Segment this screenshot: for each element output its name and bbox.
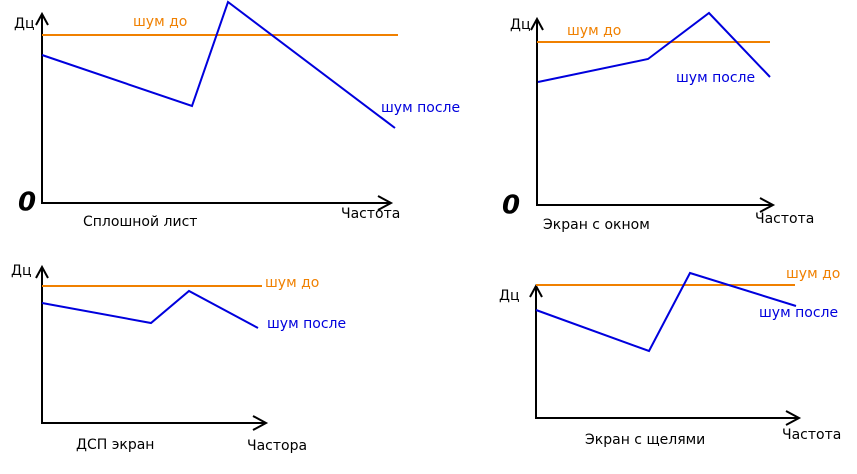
- arrow: [35, 264, 49, 279]
- arrow: [785, 410, 802, 426]
- caption: Экран с окном: [543, 217, 650, 233]
- y-label: Дц: [499, 288, 519, 304]
- panel: Дц шум до шум после Частота Экран с окно…: [502, 11, 814, 233]
- after-label: шум после: [759, 305, 838, 321]
- arrow: [252, 415, 269, 431]
- panel: Дц шум до шум после Частота Сплошной лис…: [14, 0, 460, 230]
- x-label: Частота: [755, 211, 814, 227]
- origin: 0: [18, 188, 36, 218]
- y-label: Дц: [510, 17, 530, 33]
- caption: Экран с щелями: [585, 432, 705, 448]
- after-label: шум после: [381, 100, 460, 116]
- axes: [41, 15, 390, 204]
- before-label: шум до: [265, 275, 319, 291]
- y-label: Дц: [11, 263, 31, 279]
- axes: [536, 20, 772, 206]
- axes: [535, 287, 798, 419]
- noise-after-line: [537, 11, 771, 83]
- before-label: шум до: [567, 23, 621, 39]
- panel: Дц шум до шум после Частота Экран с щеля…: [499, 266, 841, 448]
- caption: Сплошной лист: [83, 214, 197, 230]
- after-label: шум после: [676, 70, 755, 86]
- x-label: Частота: [782, 427, 841, 443]
- arrow: [35, 11, 49, 26]
- before-label: шум до: [786, 266, 840, 282]
- noise-after-line: [41, 289, 259, 329]
- after-label: шум после: [267, 316, 346, 332]
- before-label: шум до: [133, 14, 187, 30]
- x-label: Частора: [247, 438, 307, 454]
- arrow: [377, 195, 394, 211]
- caption: ДСП экран: [76, 437, 154, 453]
- x-label: Частота: [341, 206, 400, 222]
- axes: [41, 268, 265, 424]
- arrow: [530, 16, 544, 31]
- panel: Дц шум до шум после Частора ДСП экран: [11, 263, 346, 454]
- y-label: Дц: [14, 16, 34, 32]
- origin: 0: [502, 191, 520, 221]
- arrow: [759, 197, 776, 213]
- noise-after-line: [535, 271, 797, 353]
- noise-after-line: [41, 0, 396, 129]
